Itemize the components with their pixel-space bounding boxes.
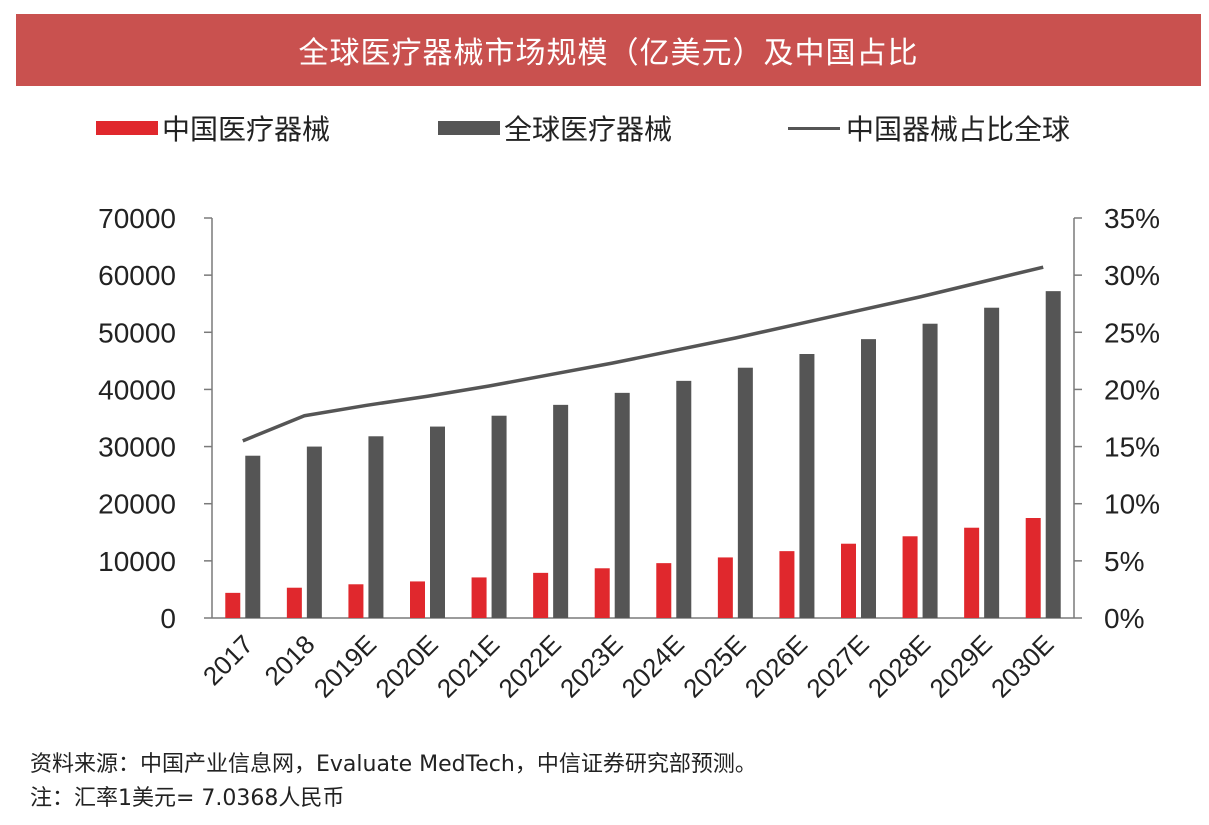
x-tick-label: 2021E <box>431 629 505 703</box>
y-tick-label-right: 25% <box>1104 317 1160 348</box>
y-tick-label-right: 30% <box>1104 260 1160 291</box>
x-tick-label: 2026E <box>739 629 813 703</box>
x-tick-label: 2023E <box>554 629 628 703</box>
source-line-2: 注：汇率1美元= 7.0368人民币 <box>30 786 345 811</box>
y-tick-label-left: 40000 <box>98 374 176 405</box>
legend-swatch-global <box>438 121 500 135</box>
bar-global <box>799 354 815 618</box>
bar-china <box>902 536 918 618</box>
bar-china <box>964 527 980 618</box>
y-tick-label-left: 0 <box>160 603 176 634</box>
bar-china <box>348 584 364 618</box>
chart-title-bar: 全球医疗器械市场规模（亿美元）及中国占比 <box>16 14 1201 86</box>
y-tick-label-left: 10000 <box>98 546 176 577</box>
y-tick-label-right: 5% <box>1104 546 1144 577</box>
bar-global <box>306 446 322 618</box>
legend-swatch-share <box>788 126 840 130</box>
bar-global <box>491 415 507 618</box>
bar-china <box>656 563 672 618</box>
bar-china <box>286 587 302 618</box>
bar-global <box>922 323 938 618</box>
x-tick-label: 2022E <box>493 629 567 703</box>
bar-global <box>676 380 692 618</box>
y-tick-label-left: 70000 <box>98 203 176 234</box>
legend-label-china: 中国医疗器械 <box>162 113 331 146</box>
x-tick-label: 2029E <box>924 629 998 703</box>
y-tick-label-left: 30000 <box>98 432 176 463</box>
y-tick-label-right: 15% <box>1104 432 1160 463</box>
combo-chart: 70000 60000 50000 40000 30000 20000 10000 0 35% 3… <box>98 203 1160 703</box>
legend-item-share: 中国器械占比全球 <box>788 108 1070 148</box>
bar-china <box>410 581 425 618</box>
bar-china <box>1025 518 1041 618</box>
y-tick-label-left: 60000 <box>98 260 176 291</box>
x-tick-label: 2025E <box>677 629 751 703</box>
bar-china <box>533 572 549 618</box>
x-tick-label: 2020E <box>369 629 443 703</box>
legend-item-global: 全球医疗器械 <box>438 108 672 148</box>
bar-global <box>430 426 445 618</box>
y-tick-label-right: 0% <box>1104 603 1144 634</box>
x-tick-label: 2019E <box>308 629 382 703</box>
legend-label-global: 全球医疗器械 <box>504 113 673 146</box>
y-tick-label-left: 20000 <box>98 489 176 520</box>
x-tick-label: 2024E <box>616 629 690 703</box>
bar-global <box>553 404 569 618</box>
bar-global <box>861 339 876 618</box>
bar-global <box>737 367 753 618</box>
bar-china <box>779 551 795 618</box>
y-tick-label-right: 10% <box>1104 489 1160 520</box>
legend-item-china: 中国医疗器械 <box>96 108 330 148</box>
chart-title: 全球医疗器械市场规模（亿美元）及中国占比 <box>298 36 919 71</box>
bar-china <box>717 557 733 618</box>
bar-china <box>594 568 610 618</box>
bar-global <box>368 436 384 618</box>
legend-swatch-china <box>96 121 158 135</box>
x-tick-label: 2028E <box>862 629 936 703</box>
source-line-1: 资料来源：中国产业信息网，Evaluate MedTech，中信证券研究部预测。 <box>30 752 757 777</box>
line-share <box>242 265 1044 443</box>
bar-china <box>841 543 856 618</box>
bar-china <box>225 592 241 618</box>
legend-label-share: 中国器械占比全球 <box>846 113 1071 146</box>
bar-global <box>984 307 1000 618</box>
bar-global <box>614 392 630 618</box>
source-note: 资料来源：中国产业信息网，Evaluate MedTech，中信证券研究部预测。… <box>30 748 757 816</box>
x-tick-label: 2017 <box>197 629 259 691</box>
x-tick-label: 2030E <box>985 629 1059 703</box>
y-tick-label-right: 20% <box>1104 374 1160 405</box>
legend: 中国医疗器械 全球医疗器械 中国器械占比全球 <box>0 108 1209 148</box>
x-tick-label: 2027E <box>800 629 874 703</box>
y-tick-label-right: 35% <box>1104 203 1160 234</box>
y-tick-label-left: 50000 <box>98 317 176 348</box>
bar-china <box>471 577 487 618</box>
bar-global <box>245 455 261 618</box>
bar-global <box>1045 291 1061 618</box>
